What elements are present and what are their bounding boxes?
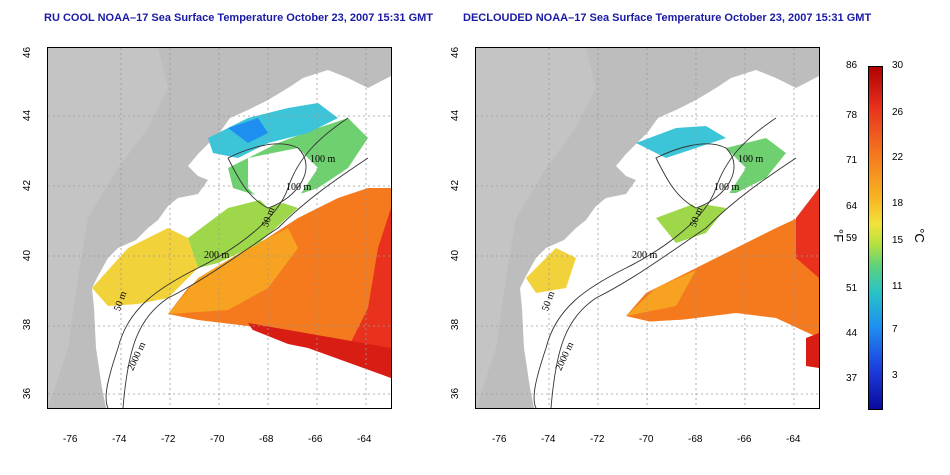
left-sst-map: 100 m 100 m 50 m 200 m 50 m 2000 m: [47, 47, 392, 409]
x-tick-left-row-1: -74: [112, 434, 127, 445]
sst-hot-region: [796, 188, 819, 278]
sst-cyan-gulf: [208, 103, 338, 158]
x-tick-left-row-2: -72: [161, 434, 176, 445]
contour-label-50m-b: 50 m: [540, 290, 557, 313]
sst-red-south-patch: [806, 333, 819, 368]
no-data-south: [108, 328, 391, 408]
colorbar-c-7: 3: [892, 370, 898, 381]
bathymetry-contours: [105, 117, 369, 408]
colorbar-f-7: 37: [846, 373, 858, 384]
left-map-graphic: 100 m 100 m 50 m 200 m 50 m 2000 m: [48, 48, 391, 408]
x-tick-left-row-4: -68: [259, 434, 274, 445]
bathymetry-contours: [533, 117, 797, 408]
contour-label-100m-b: 100 m: [286, 182, 312, 193]
y-tick-right-3: 40: [450, 249, 462, 262]
right-panel-title: DECLOUDED NOAA–17 Sea Surface Temperatur…: [463, 12, 872, 24]
x-tick-left-row-6: -64: [357, 434, 372, 445]
temperature-colorbar: [868, 66, 883, 410]
colorbar-c-1: 26: [892, 107, 904, 118]
x-tick-right-2: -72: [590, 434, 605, 445]
colorbar-c-6: 7: [892, 324, 898, 335]
y-tick-left-4: 38: [22, 318, 34, 331]
no-data-south: [536, 318, 819, 408]
y-tick-left-2: 42: [22, 179, 34, 192]
y-tick-left-1: 44: [22, 109, 34, 122]
y-tick-right-2: 42: [450, 179, 462, 192]
colorbar-c-5: 11: [892, 281, 903, 292]
y-tick-left-0: 46: [22, 46, 34, 59]
sst-red-south: [248, 323, 391, 378]
contour-label-100m-a: 100 m: [738, 154, 764, 165]
x-tick-right-0: -76: [492, 434, 507, 445]
colorbar-f-6: 44: [846, 328, 858, 339]
sst-blue-patch: [228, 118, 268, 143]
colorbar-c-0: 30: [892, 60, 904, 71]
sst-hot-region: [348, 208, 391, 378]
x-tick-right-4: -68: [688, 434, 703, 445]
x-tick-right-6: -64: [786, 434, 801, 445]
contour-label-100m-a: 100 m: [310, 154, 336, 165]
sst-green-band: [656, 203, 726, 243]
sst-warm-region: [168, 188, 391, 378]
x-tick-left-row-3: -70: [210, 434, 225, 445]
colorbar-c-3: 18: [892, 198, 904, 209]
contour-label-100m-b: 100 m: [714, 182, 740, 193]
unit-celsius: °C: [911, 228, 927, 243]
sst-yellow-shelf: [92, 228, 198, 306]
colorbar-c-4: 15: [892, 235, 904, 246]
colorbar-f-1: 78: [846, 110, 858, 121]
sst-cyan-gulf: [636, 126, 726, 158]
sst-orange-mid: [168, 228, 298, 314]
contour-label-200m: 200 m: [204, 250, 230, 261]
right-map-graphic: 100 m 100 m 50 m 200 m 50 m 2000 m: [476, 48, 819, 408]
graticule: [476, 48, 819, 408]
y-tick-right-5: 36: [450, 387, 462, 400]
colorbar-f-4: 59: [846, 233, 858, 244]
y-tick-right-4: 38: [450, 318, 462, 331]
colorbar-f-2: 71: [846, 155, 858, 166]
unit-fahrenheit: °F: [831, 228, 847, 243]
sst-yellow-shelf: [526, 248, 576, 293]
x-tick-right-5: -66: [737, 434, 752, 445]
y-tick-left-3: 40: [22, 249, 34, 262]
land-mass-inner: [476, 48, 596, 408]
colorbar-c-2: 22: [892, 152, 904, 163]
x-tick-left-row-0: -76: [63, 434, 78, 445]
right-sst-map: 100 m 100 m 50 m 200 m 50 m 2000 m: [475, 47, 820, 409]
x-tick-right-1: -74: [541, 434, 556, 445]
contour-label-200m: 200 m: [632, 250, 658, 261]
x-tick-right-3: -70: [639, 434, 654, 445]
left-panel-title: RU COOL NOAA–17 Sea Surface Temperature …: [44, 12, 434, 24]
y-tick-right-1: 44: [450, 109, 462, 122]
colorbar-f-0: 86: [846, 60, 858, 71]
x-tick-left-row-5: -66: [308, 434, 323, 445]
land-mass-inner: [48, 48, 168, 408]
y-tick-left-5: 36: [22, 387, 34, 400]
y-tick-right-0: 46: [450, 46, 462, 59]
colorbar-f-3: 64: [846, 201, 858, 212]
sst-orange-mid: [626, 270, 696, 316]
colorbar-f-5: 51: [846, 283, 858, 294]
